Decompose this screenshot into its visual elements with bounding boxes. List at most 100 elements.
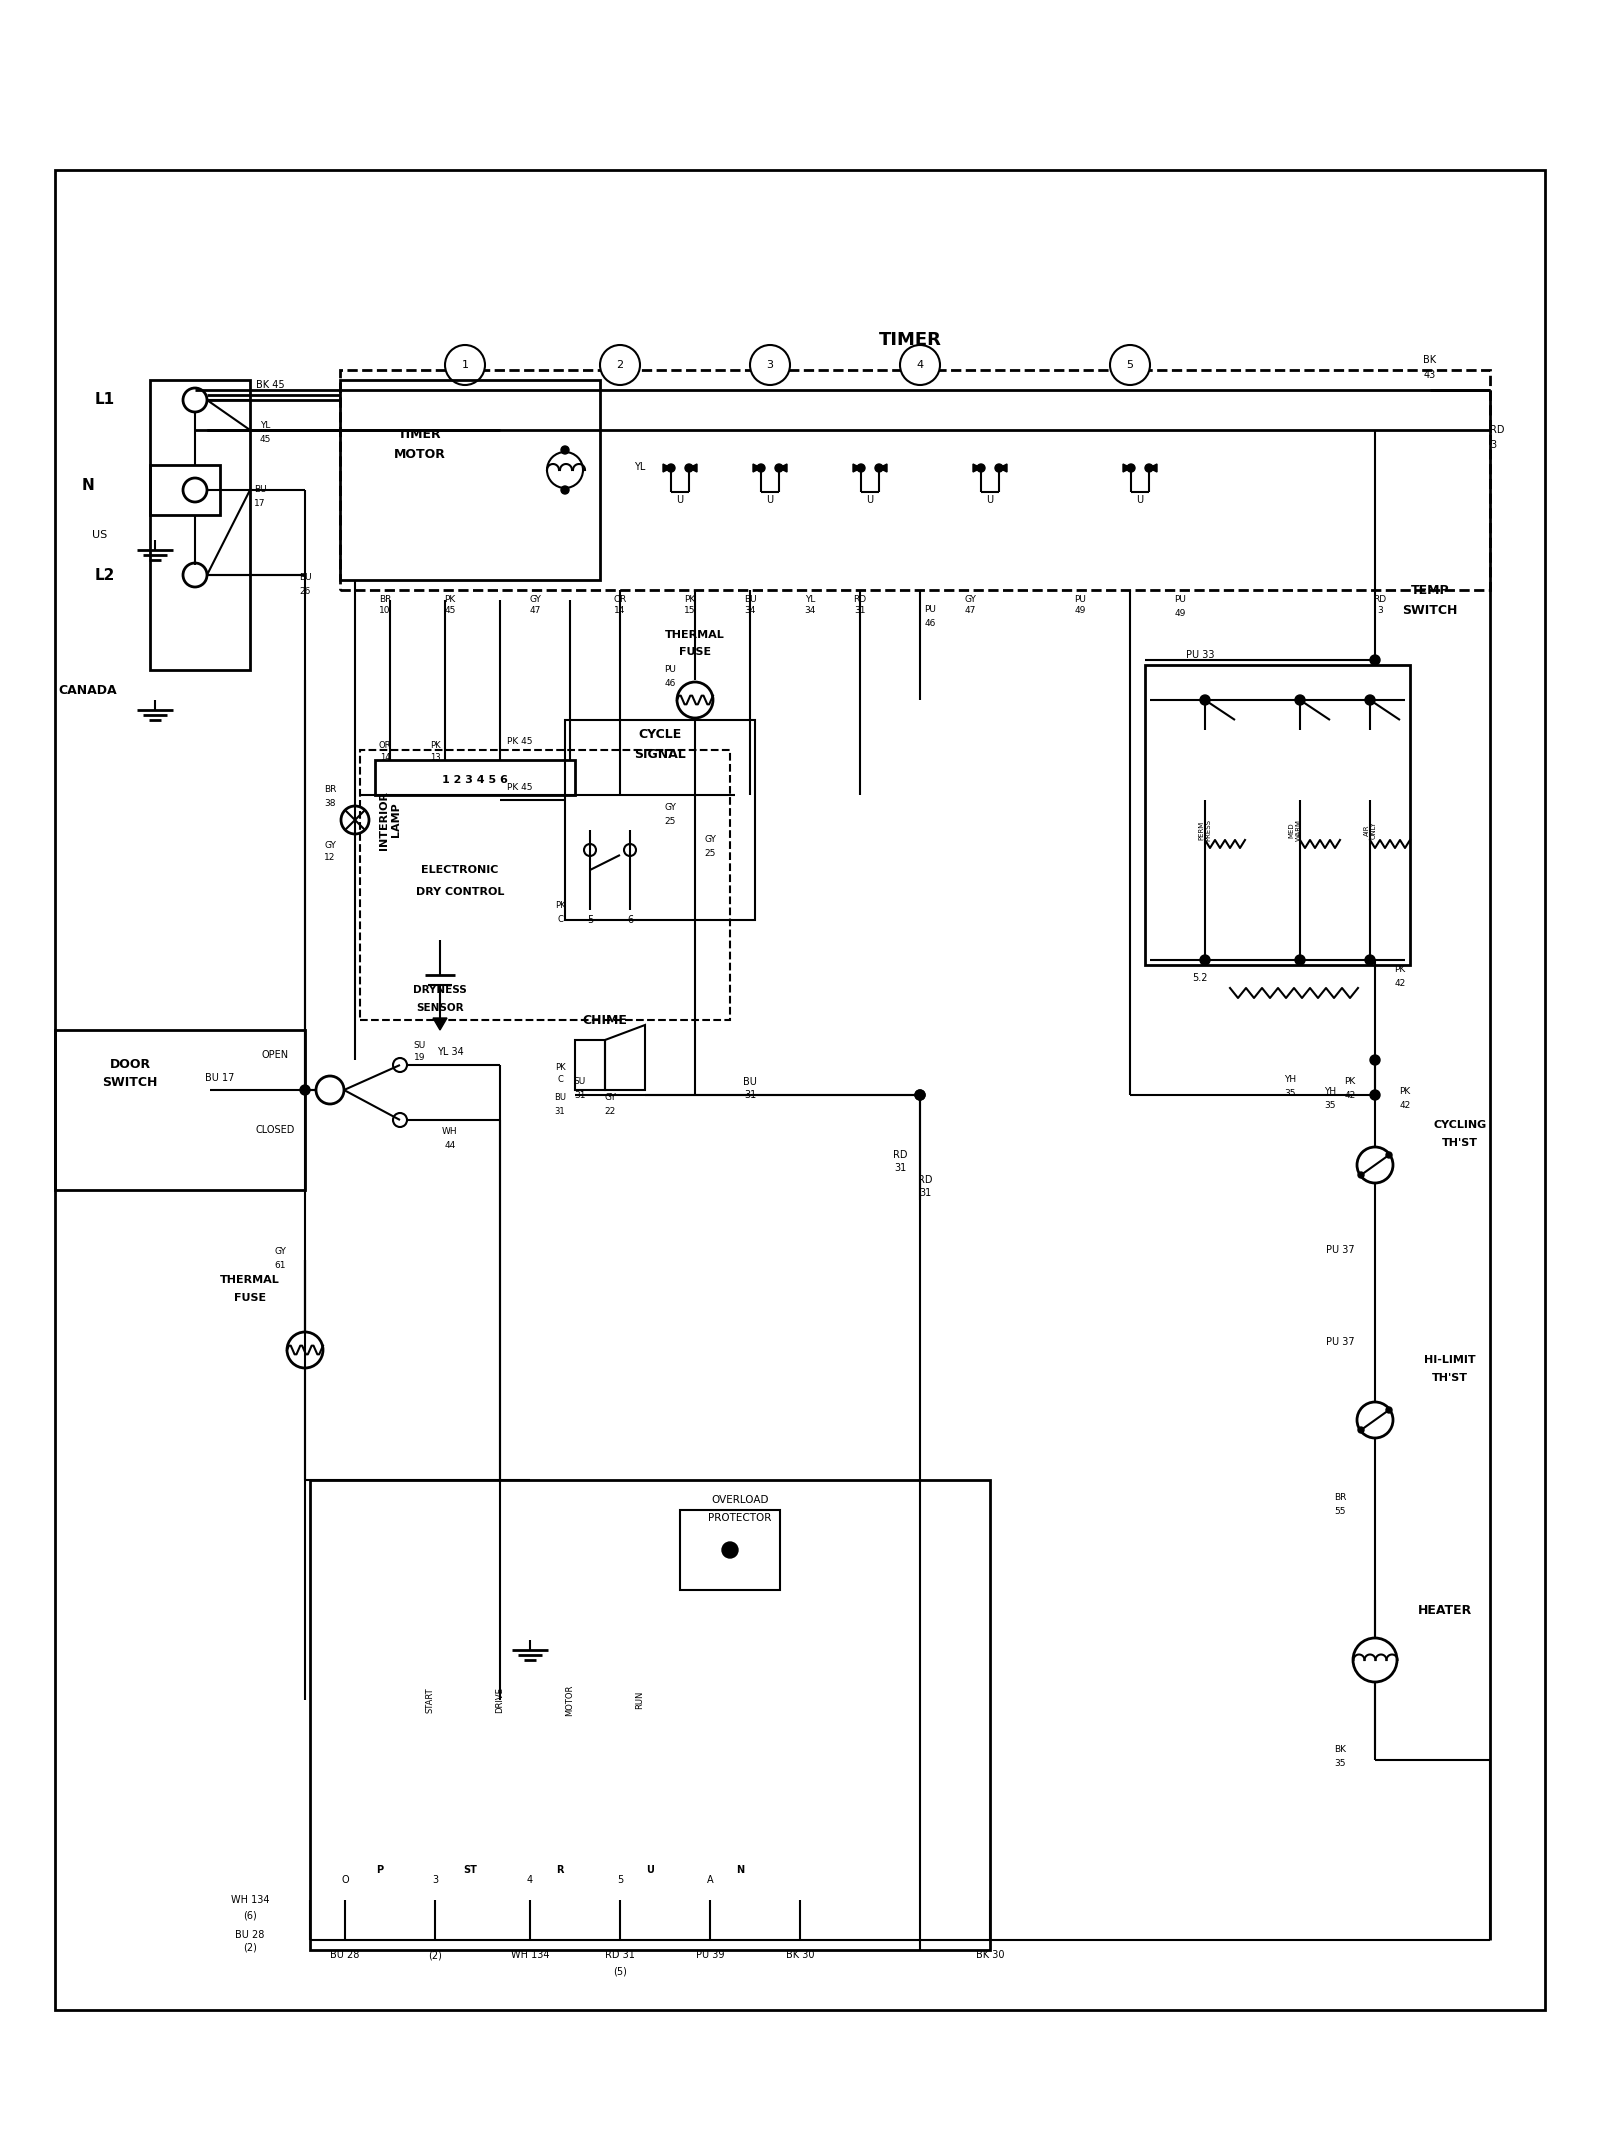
Circle shape: [915, 1090, 925, 1101]
Text: GY
47: GY 47: [965, 595, 976, 614]
Text: RD: RD: [1490, 424, 1504, 435]
Text: CYCLING: CYCLING: [1434, 1120, 1486, 1130]
Text: BU: BU: [299, 574, 312, 582]
Text: 31: 31: [555, 1107, 565, 1116]
Circle shape: [317, 1075, 344, 1105]
Circle shape: [1365, 695, 1374, 706]
Text: OR
14: OR 14: [613, 595, 627, 614]
Text: 46: 46: [925, 619, 936, 627]
Circle shape: [1357, 1401, 1394, 1438]
Text: BR: BR: [1334, 1493, 1346, 1502]
Text: 35: 35: [1285, 1088, 1296, 1098]
Text: AIR
ONLY: AIR ONLY: [1363, 821, 1376, 838]
Text: 17: 17: [254, 499, 266, 508]
Text: PK 45: PK 45: [507, 738, 533, 747]
Circle shape: [1358, 1171, 1363, 1177]
Text: CYCLE: CYCLE: [638, 729, 682, 742]
Text: CHIME: CHIME: [582, 1013, 627, 1026]
Text: P: P: [376, 1864, 384, 1875]
Text: U: U: [987, 495, 994, 506]
Text: PERM
PRESS: PERM PRESS: [1198, 819, 1211, 840]
Text: GY: GY: [274, 1248, 286, 1256]
Text: (2): (2): [243, 1943, 258, 1954]
Text: SWITCH: SWITCH: [102, 1077, 158, 1090]
Text: BR: BR: [323, 785, 336, 793]
Text: U: U: [677, 495, 683, 506]
Text: FUSE: FUSE: [678, 646, 710, 657]
Text: 31: 31: [744, 1090, 757, 1101]
Text: DRY CONTROL: DRY CONTROL: [416, 887, 504, 898]
Text: 55: 55: [1334, 1506, 1346, 1517]
Polygon shape: [878, 465, 886, 471]
Bar: [1146, 665, 1410, 964]
Text: PK: PK: [430, 740, 440, 749]
Circle shape: [1294, 695, 1306, 706]
Text: 25: 25: [704, 849, 715, 857]
Text: 14: 14: [379, 753, 390, 761]
Text: INTERIOR
LAMP: INTERIOR LAMP: [379, 791, 400, 849]
Circle shape: [182, 478, 206, 501]
Text: C: C: [557, 1075, 563, 1084]
Text: PU 37: PU 37: [1326, 1337, 1354, 1348]
Text: 49: 49: [1174, 608, 1186, 616]
Text: MED
WARM: MED WARM: [1288, 819, 1301, 840]
Text: US: US: [93, 529, 107, 540]
Circle shape: [1365, 956, 1374, 964]
Text: PK
15: PK 15: [685, 595, 696, 614]
Circle shape: [584, 845, 595, 855]
Text: 35: 35: [1334, 1758, 1346, 1768]
Text: SWITCH: SWITCH: [1402, 604, 1458, 616]
Circle shape: [182, 388, 206, 412]
Text: BK: BK: [1334, 1745, 1346, 1755]
Text: 46: 46: [664, 678, 675, 687]
Text: SU: SU: [414, 1041, 426, 1049]
Circle shape: [1370, 655, 1379, 665]
Text: 5: 5: [587, 915, 594, 926]
Polygon shape: [1123, 465, 1131, 471]
Text: SIGNAL: SIGNAL: [634, 749, 686, 761]
Text: L2: L2: [94, 567, 115, 582]
Circle shape: [995, 465, 1003, 471]
Text: YH: YH: [1283, 1075, 1296, 1084]
Bar: [565, 721, 755, 919]
Text: PK 45: PK 45: [507, 783, 533, 793]
Bar: [574, 1041, 605, 1090]
Text: YH: YH: [1323, 1088, 1336, 1096]
Circle shape: [1354, 1638, 1397, 1683]
Text: 43: 43: [1424, 369, 1437, 380]
Text: 4: 4: [917, 360, 923, 369]
Circle shape: [600, 346, 640, 384]
Bar: [150, 465, 221, 514]
Text: GY: GY: [605, 1094, 616, 1103]
Text: 13: 13: [430, 753, 440, 761]
Text: PU 33: PU 33: [1186, 651, 1214, 659]
Text: RD: RD: [893, 1150, 907, 1160]
Circle shape: [1110, 346, 1150, 384]
Text: 44: 44: [445, 1141, 456, 1150]
Text: WH 134: WH 134: [230, 1894, 269, 1905]
Text: PK: PK: [555, 1064, 565, 1073]
Text: C: C: [557, 915, 563, 924]
Text: 5: 5: [1126, 360, 1133, 369]
Text: PK: PK: [555, 902, 565, 911]
Circle shape: [667, 465, 675, 471]
Bar: [339, 380, 600, 580]
Text: 61: 61: [274, 1261, 286, 1269]
Circle shape: [685, 465, 693, 471]
Circle shape: [875, 465, 883, 471]
Text: BK 30: BK 30: [786, 1950, 814, 1960]
Text: 1 2 3 4 5 6: 1 2 3 4 5 6: [442, 774, 507, 785]
Circle shape: [394, 1113, 406, 1126]
Text: BU: BU: [742, 1077, 757, 1088]
Text: YL 34: YL 34: [437, 1047, 464, 1058]
Text: YL
34: YL 34: [805, 595, 816, 614]
Text: DRYNESS: DRYNESS: [413, 985, 467, 994]
Polygon shape: [434, 1017, 446, 1030]
Bar: [680, 1510, 781, 1589]
Circle shape: [394, 1058, 406, 1073]
Text: BU: BU: [254, 486, 266, 495]
Text: TIMER: TIMER: [878, 331, 941, 350]
Text: THERMAL: THERMAL: [221, 1276, 280, 1284]
Text: WH 134: WH 134: [510, 1950, 549, 1960]
Circle shape: [445, 346, 485, 384]
